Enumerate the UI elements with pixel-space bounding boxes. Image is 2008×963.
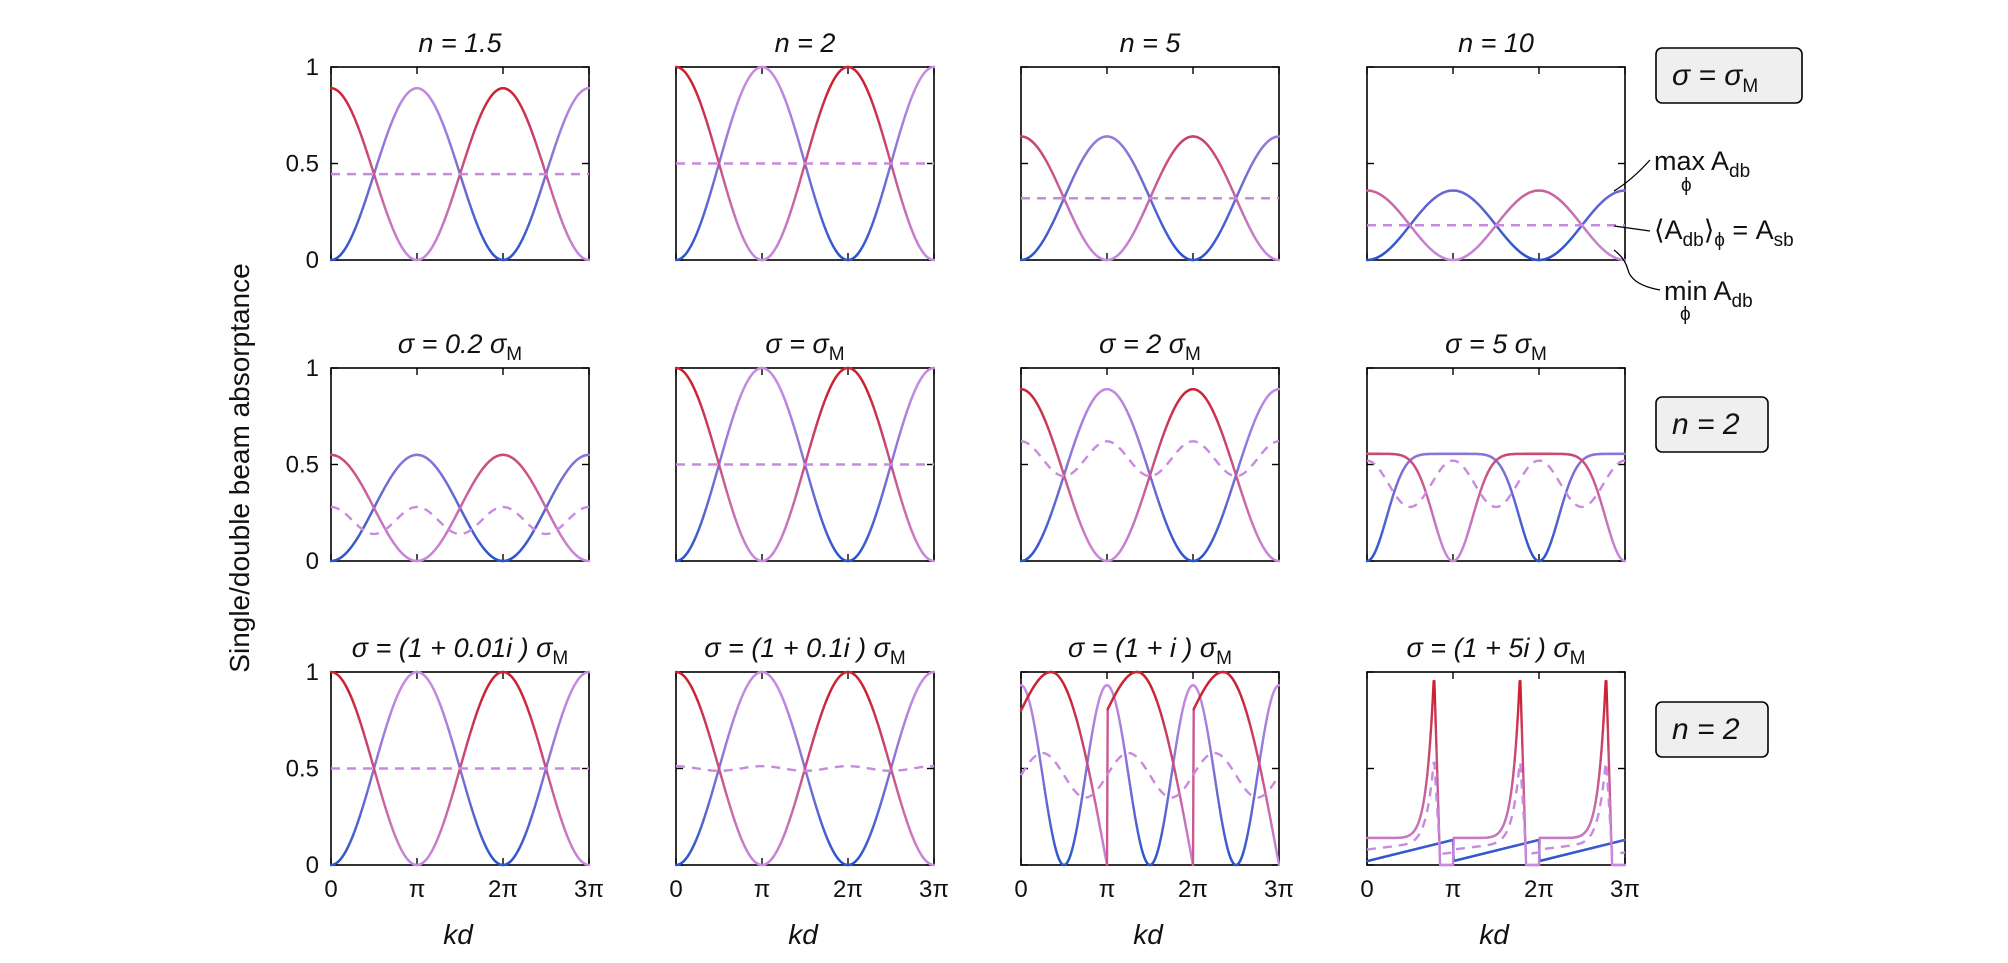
panel-7-title: σ = 2 σM [1099, 329, 1201, 365]
panel-4-title: n = 10 [1458, 28, 1534, 58]
panel-4: n = 10 [1365, 28, 1627, 262]
y-tick-label: 0 [306, 548, 319, 575]
panel-3-frame [1020, 66, 1280, 261]
panel-4-title-text: n = 10 [1458, 28, 1534, 58]
panel-6-max-curve [674, 366, 936, 563]
panel-1: n = 1.5 0 0.5 1 [286, 28, 591, 274]
panel-2: n = 2 [674, 28, 936, 262]
panel-5-title-text: σ = 0.2 σ [398, 329, 508, 359]
panel-5-title: σ = 0.2 σM [398, 329, 522, 365]
panel-2-title: n = 2 [775, 28, 836, 58]
panel-5-max-curve [329, 453, 591, 563]
y-tick-label: 0 [306, 247, 319, 274]
panel-5: σ = 0.2 σM 0 0.5 1 [286, 329, 591, 575]
y-tick-label: 0.5 [286, 151, 319, 178]
panel-7-min-curve [1019, 388, 1281, 563]
panel-2-max-curve [674, 65, 936, 262]
panel-6-min-curve [674, 366, 936, 563]
panel-4-min-curve [1365, 189, 1627, 262]
panel-5-mean-curve [330, 505, 590, 536]
panel-3-max-curve [1019, 135, 1281, 262]
panel-1-title: n = 1.5 [418, 28, 502, 58]
panel-4-max-curve [1365, 189, 1627, 262]
panel-3-title-text: n = 5 [1120, 28, 1182, 58]
panel-7-title-text: σ = 2 σ [1099, 329, 1187, 359]
panel-7-title-sub: M [1185, 344, 1201, 365]
panel-1-min-curve [329, 87, 591, 262]
y-tick-label: 1 [306, 54, 319, 81]
y-tick-label: 1 [306, 355, 319, 382]
panel-5-title-sub: M [506, 344, 522, 365]
panel-6-title-text: σ = σ [765, 329, 830, 359]
panel-6-title-sub: M [829, 344, 845, 365]
panel-2-title-text: n = 2 [775, 28, 836, 58]
panel-6: σ = σM [674, 329, 936, 563]
panel-7-max-curve [1019, 388, 1281, 563]
panel-1-title-text: n = 1.5 [418, 28, 502, 58]
panel-3-min-curve [1019, 135, 1281, 262]
panel-1-max-curve [329, 87, 591, 262]
panel-5-frame [330, 367, 590, 562]
panel-5-min-curve [329, 453, 591, 563]
panel-6-title: σ = σM [765, 329, 844, 365]
y-tick-label: 0.5 [286, 452, 319, 479]
panel-3-title: n = 5 [1120, 28, 1182, 58]
panel-7: σ = 2 σM [1019, 329, 1281, 563]
panel-3: n = 5 [1019, 28, 1281, 262]
